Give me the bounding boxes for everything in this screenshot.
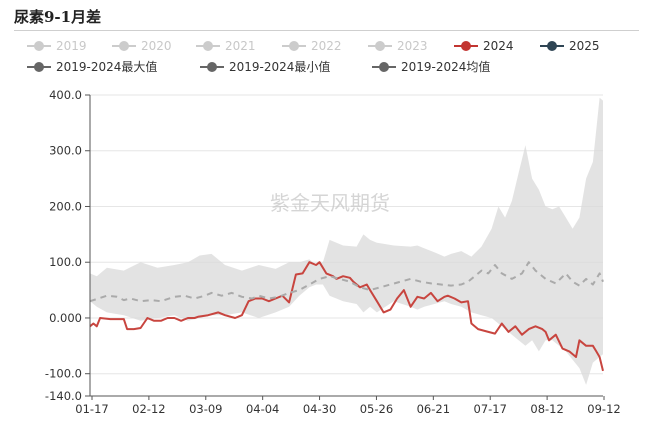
series-layer [89,261,604,372]
legend-item[interactable]: 2025 [540,39,600,53]
legend-item[interactable]: 2020 [112,39,172,53]
x-tick-label: 05-26 [360,402,393,416]
chart-title: 尿素9-1月差 [14,8,102,26]
legend-item[interactable]: 2019 [27,39,87,53]
legend-label: 2021 [225,39,256,53]
legend-label: 2019-2024均值 [401,59,490,74]
y-tick-label: 0.000 [49,311,82,325]
x-tick-label: 01-17 [75,402,108,416]
legend: 2019 2020 2021 2022 2023 2024 2025 2019-2024最大值… [27,39,600,74]
legend-label: 2024 [483,39,514,53]
y-tick-label: 400.0 [49,88,82,102]
legend-marker-icon [207,62,217,72]
legend-marker-icon [34,62,44,72]
legend-label: 2023 [397,39,428,53]
legend-marker-icon [379,62,389,72]
legend-item[interactable]: 2019-2024最大值 [27,59,157,74]
legend-item[interactable]: 2019-2024最小值 [200,59,330,74]
y-axis-ticks: 400.0 300.0 200.0 100.0 0.000 -100.0 -140.0 [45,88,90,403]
legend-marker-icon [547,41,557,51]
legend-marker-icon [119,41,129,51]
x-tick-label: 09-12 [587,402,620,416]
x-tick-label: 07-17 [474,402,507,416]
legend-item[interactable]: 2023 [368,39,428,53]
watermark: 紫金天风期货 [270,191,390,215]
y-tick-label: 100.0 [49,255,82,269]
y-tick-label: -140.0 [45,389,82,403]
legend-item[interactable]: 2022 [282,39,342,53]
x-tick-label: 08-12 [530,402,563,416]
range-band [90,97,603,385]
legend-marker-icon [289,41,299,51]
legend-label: 2020 [141,39,172,53]
y-tick-label: 200.0 [49,199,82,213]
legend-label: 2025 [569,39,600,53]
legend-label: 2019-2024最大值 [56,59,157,74]
x-tick-label: 02-12 [132,402,165,416]
legend-marker-icon [375,41,385,51]
x-tick-label: 03-09 [189,402,222,416]
title-divider [14,30,639,31]
y-tick-label: -100.0 [45,367,82,381]
x-tick-label: 06-21 [417,402,450,416]
legend-marker-icon [461,41,471,51]
legend-marker-icon [203,41,213,51]
legend-item[interactable]: 2021 [196,39,256,53]
legend-label: 2019 [56,39,87,53]
legend-marker-icon [34,41,44,51]
legend-item[interactable]: 2024 [454,39,514,53]
series-line-mean [89,261,604,303]
x-tick-label: 04-30 [303,402,336,416]
y-tick-label: 300.0 [49,144,82,158]
legend-label: 2019-2024最小值 [229,59,330,74]
x-axis-ticks: 01-17 02-12 03-09 04-04 04-30 05-26 06-21 07-17… [75,396,621,416]
x-tick-label: 04-04 [246,402,279,416]
legend-label: 2022 [311,39,342,53]
legend-item[interactable]: 2019-2024均值 [372,59,490,74]
